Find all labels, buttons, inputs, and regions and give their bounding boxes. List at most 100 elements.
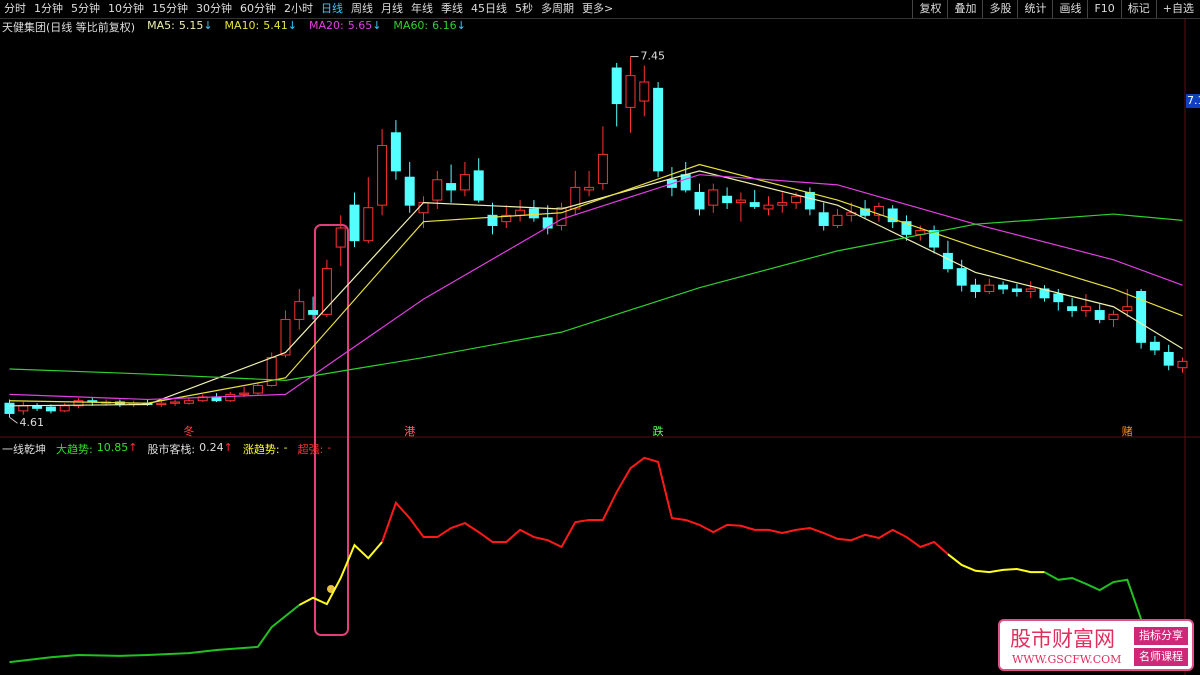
ma-legend-trend: ↓ (456, 19, 466, 32)
indicator-legend-value: 10.85 (96, 441, 129, 454)
indicator-line (947, 553, 1045, 574)
candle-body (1122, 306, 1133, 312)
ma-line (9, 170, 1183, 407)
candle-body (998, 284, 1009, 290)
watermark-tag: 指标分享 (1134, 627, 1188, 645)
candle-body (763, 204, 774, 210)
tool-button[interactable]: 统计 (1017, 0, 1052, 18)
candle-body (1136, 291, 1147, 343)
ma-legend-value: 5.41 (263, 19, 288, 32)
annotation-leader (9, 416, 18, 424)
candle-body (1149, 341, 1160, 351)
ma-line (9, 213, 1183, 381)
tool-button[interactable]: +自选 (1155, 0, 1200, 18)
candle-body (1094, 310, 1105, 320)
period-tab[interactable]: 分时 (4, 2, 26, 15)
candle-body (4, 402, 15, 414)
candle-body (749, 202, 760, 207)
tool-button[interactable]: 标记 (1120, 0, 1156, 18)
indicator-title: 一线乾坤 (2, 443, 46, 456)
period-tab[interactable]: 60分钟 (240, 2, 276, 15)
candle-body (570, 186, 581, 210)
indicator-legend-name: 涨趋势: (242, 443, 280, 456)
period-tab[interactable]: 5秒 (515, 2, 533, 15)
watermark-url: WWW.GSCFW.COM (1012, 653, 1122, 666)
annotation-label: 4.61 (20, 416, 45, 429)
ma-legend: 天健集团(日线 等比前复权) MA5: 5.15 ↓ MA10: 5.41 ↓ MA20: 5… (2, 19, 466, 35)
indicator-legend-name: 股市客栈: (147, 443, 196, 456)
candle-body (722, 195, 733, 204)
candle-body (653, 87, 664, 172)
candle-body (956, 268, 967, 286)
candle-body (832, 214, 843, 226)
candle-body (791, 195, 802, 204)
tool-button[interactable]: 多股 (982, 0, 1017, 18)
candle-body (73, 400, 84, 407)
candle-body (901, 221, 912, 235)
period-tab[interactable]: 月线 (381, 2, 403, 15)
tool-button[interactable]: 复权 (912, 0, 947, 18)
ma-legend-value: 6.16 (432, 19, 457, 32)
watermark-tag: 名师课程 (1134, 648, 1188, 666)
period-tab[interactable]: 更多> (582, 2, 614, 15)
candle-body (873, 205, 884, 216)
candle-body (170, 401, 181, 404)
candle-body (1053, 293, 1064, 303)
candle-body (32, 405, 43, 409)
candle-body (970, 284, 981, 293)
tool-button[interactable]: 叠加 (947, 0, 982, 18)
candle-body (542, 217, 553, 229)
candle-body (528, 208, 539, 219)
price-tag: 7.1 (1187, 94, 1200, 107)
signal-label: 跌 (653, 424, 664, 438)
period-tab[interactable]: 45日线 (471, 2, 507, 15)
candle-body (446, 183, 457, 191)
candle-body (639, 81, 650, 102)
period-tab[interactable]: 年线 (411, 2, 433, 15)
ma-legend-name: MA10: (224, 19, 260, 32)
indicator-legend: 一线乾坤 大趋势: 10.85 ↑ 股市客栈: 0.24 ↑ 涨趋势: - 超强: - (2, 441, 331, 457)
candle-body (804, 191, 815, 210)
period-tab[interactable]: 日线 (321, 2, 343, 15)
candle-body (280, 318, 291, 356)
tool-button[interactable]: 画线 (1052, 0, 1087, 18)
period-tab[interactable]: 15分钟 (152, 2, 188, 15)
ma-legend-name: MA60: (393, 19, 429, 32)
candle-body (432, 179, 443, 201)
candle-body (183, 400, 194, 404)
candle-body (418, 202, 429, 214)
candle-body (597, 153, 608, 185)
period-tab[interactable]: 多周期 (541, 2, 574, 15)
period-tab[interactable]: 季线 (441, 2, 463, 15)
candle-body (1080, 306, 1091, 312)
ma-legend-name: MA20: (308, 19, 344, 32)
indicator-legend-trend: ↑ (223, 441, 233, 454)
candle-body (377, 144, 388, 206)
indicator-legend-value: - (283, 441, 288, 454)
signal-label: 港 (404, 425, 415, 438)
candle-body (487, 214, 498, 226)
watermark: 股市财富网 WWW.GSCFW.COM 指标分享 名师课程 (998, 619, 1194, 671)
signal-label: 冬 (183, 424, 194, 438)
period-tab[interactable]: 2小时 (284, 2, 313, 15)
indicator-line (1044, 571, 1143, 620)
period-tab[interactable]: 1分钟 (34, 2, 63, 15)
tool-button[interactable]: F10 (1087, 0, 1120, 18)
candle-body (363, 207, 374, 242)
indicator-legend-value: - (327, 441, 332, 454)
ma-legend-value: 5.65 (347, 19, 373, 32)
price-tag-bg (1186, 94, 1200, 109)
ma-legend-trend: ↓ (203, 19, 213, 32)
indicator-line (298, 541, 383, 606)
ma-legend-name: MA5: (147, 19, 175, 32)
period-tab[interactable]: 10分钟 (108, 2, 144, 15)
candle-body (735, 199, 746, 204)
candle-body (1011, 288, 1022, 293)
period-tab[interactable]: 5分钟 (71, 2, 100, 15)
candle-body (501, 214, 512, 223)
period-tab[interactable]: 30分钟 (196, 2, 232, 15)
candle-body (556, 207, 567, 226)
highlight-box (314, 224, 349, 636)
watermark-title: 股市财富网 (1010, 627, 1115, 651)
period-tab[interactable]: 周线 (351, 2, 373, 15)
